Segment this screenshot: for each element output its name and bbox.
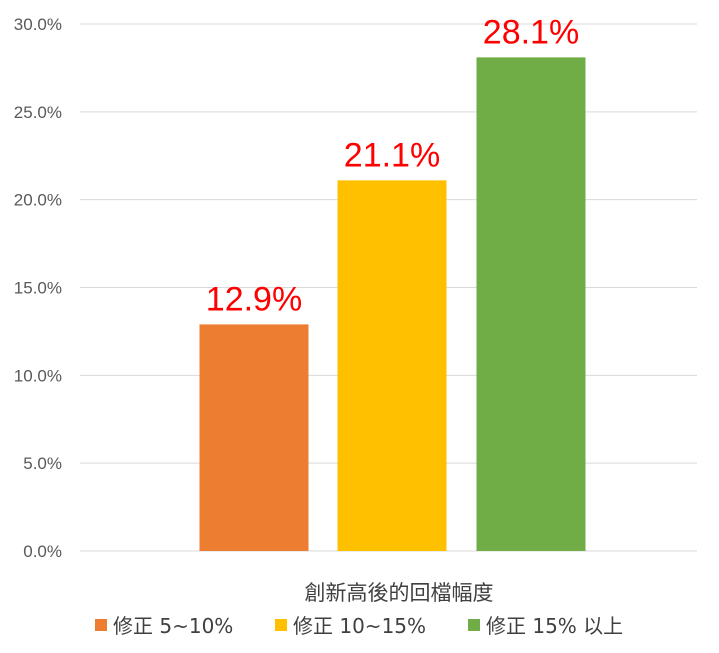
- bar: [199, 324, 309, 551]
- bars: [199, 57, 586, 552]
- legend-label: 修正 5~10%: [113, 614, 233, 638]
- data-labels: 12.9% 21.1% 28.1%: [206, 13, 579, 318]
- y-tick-label: 5.0%: [23, 454, 62, 473]
- y-tick-label: 10.0%: [14, 366, 62, 385]
- data-label: 12.9%: [206, 280, 302, 318]
- y-tick-label: 20.0%: [14, 191, 62, 210]
- data-label: 21.1%: [344, 136, 440, 174]
- legend-label: 修正 10~15%: [293, 614, 426, 638]
- data-label: 28.1%: [483, 13, 579, 51]
- y-tick-label: 25.0%: [14, 103, 62, 122]
- y-tick-label: 15.0%: [14, 279, 62, 298]
- x-axis-title: 創新高後的回檔幅度: [305, 581, 494, 605]
- legend-swatch: [95, 619, 107, 631]
- bar: [476, 57, 586, 551]
- y-tick-label: 0.0%: [23, 542, 62, 561]
- y-axis-ticks: 0.0% 5.0% 10.0% 15.0% 20.0% 25.0% 30.0%: [14, 15, 62, 561]
- bar: [337, 180, 447, 552]
- legend-label: 修正 15% 以上: [486, 614, 623, 638]
- legend-swatch: [275, 619, 287, 631]
- legend-swatch: [468, 619, 480, 631]
- y-tick-label: 30.0%: [14, 15, 62, 34]
- legend: 修正 5~10% 修正 10~15% 修正 15% 以上: [95, 614, 623, 638]
